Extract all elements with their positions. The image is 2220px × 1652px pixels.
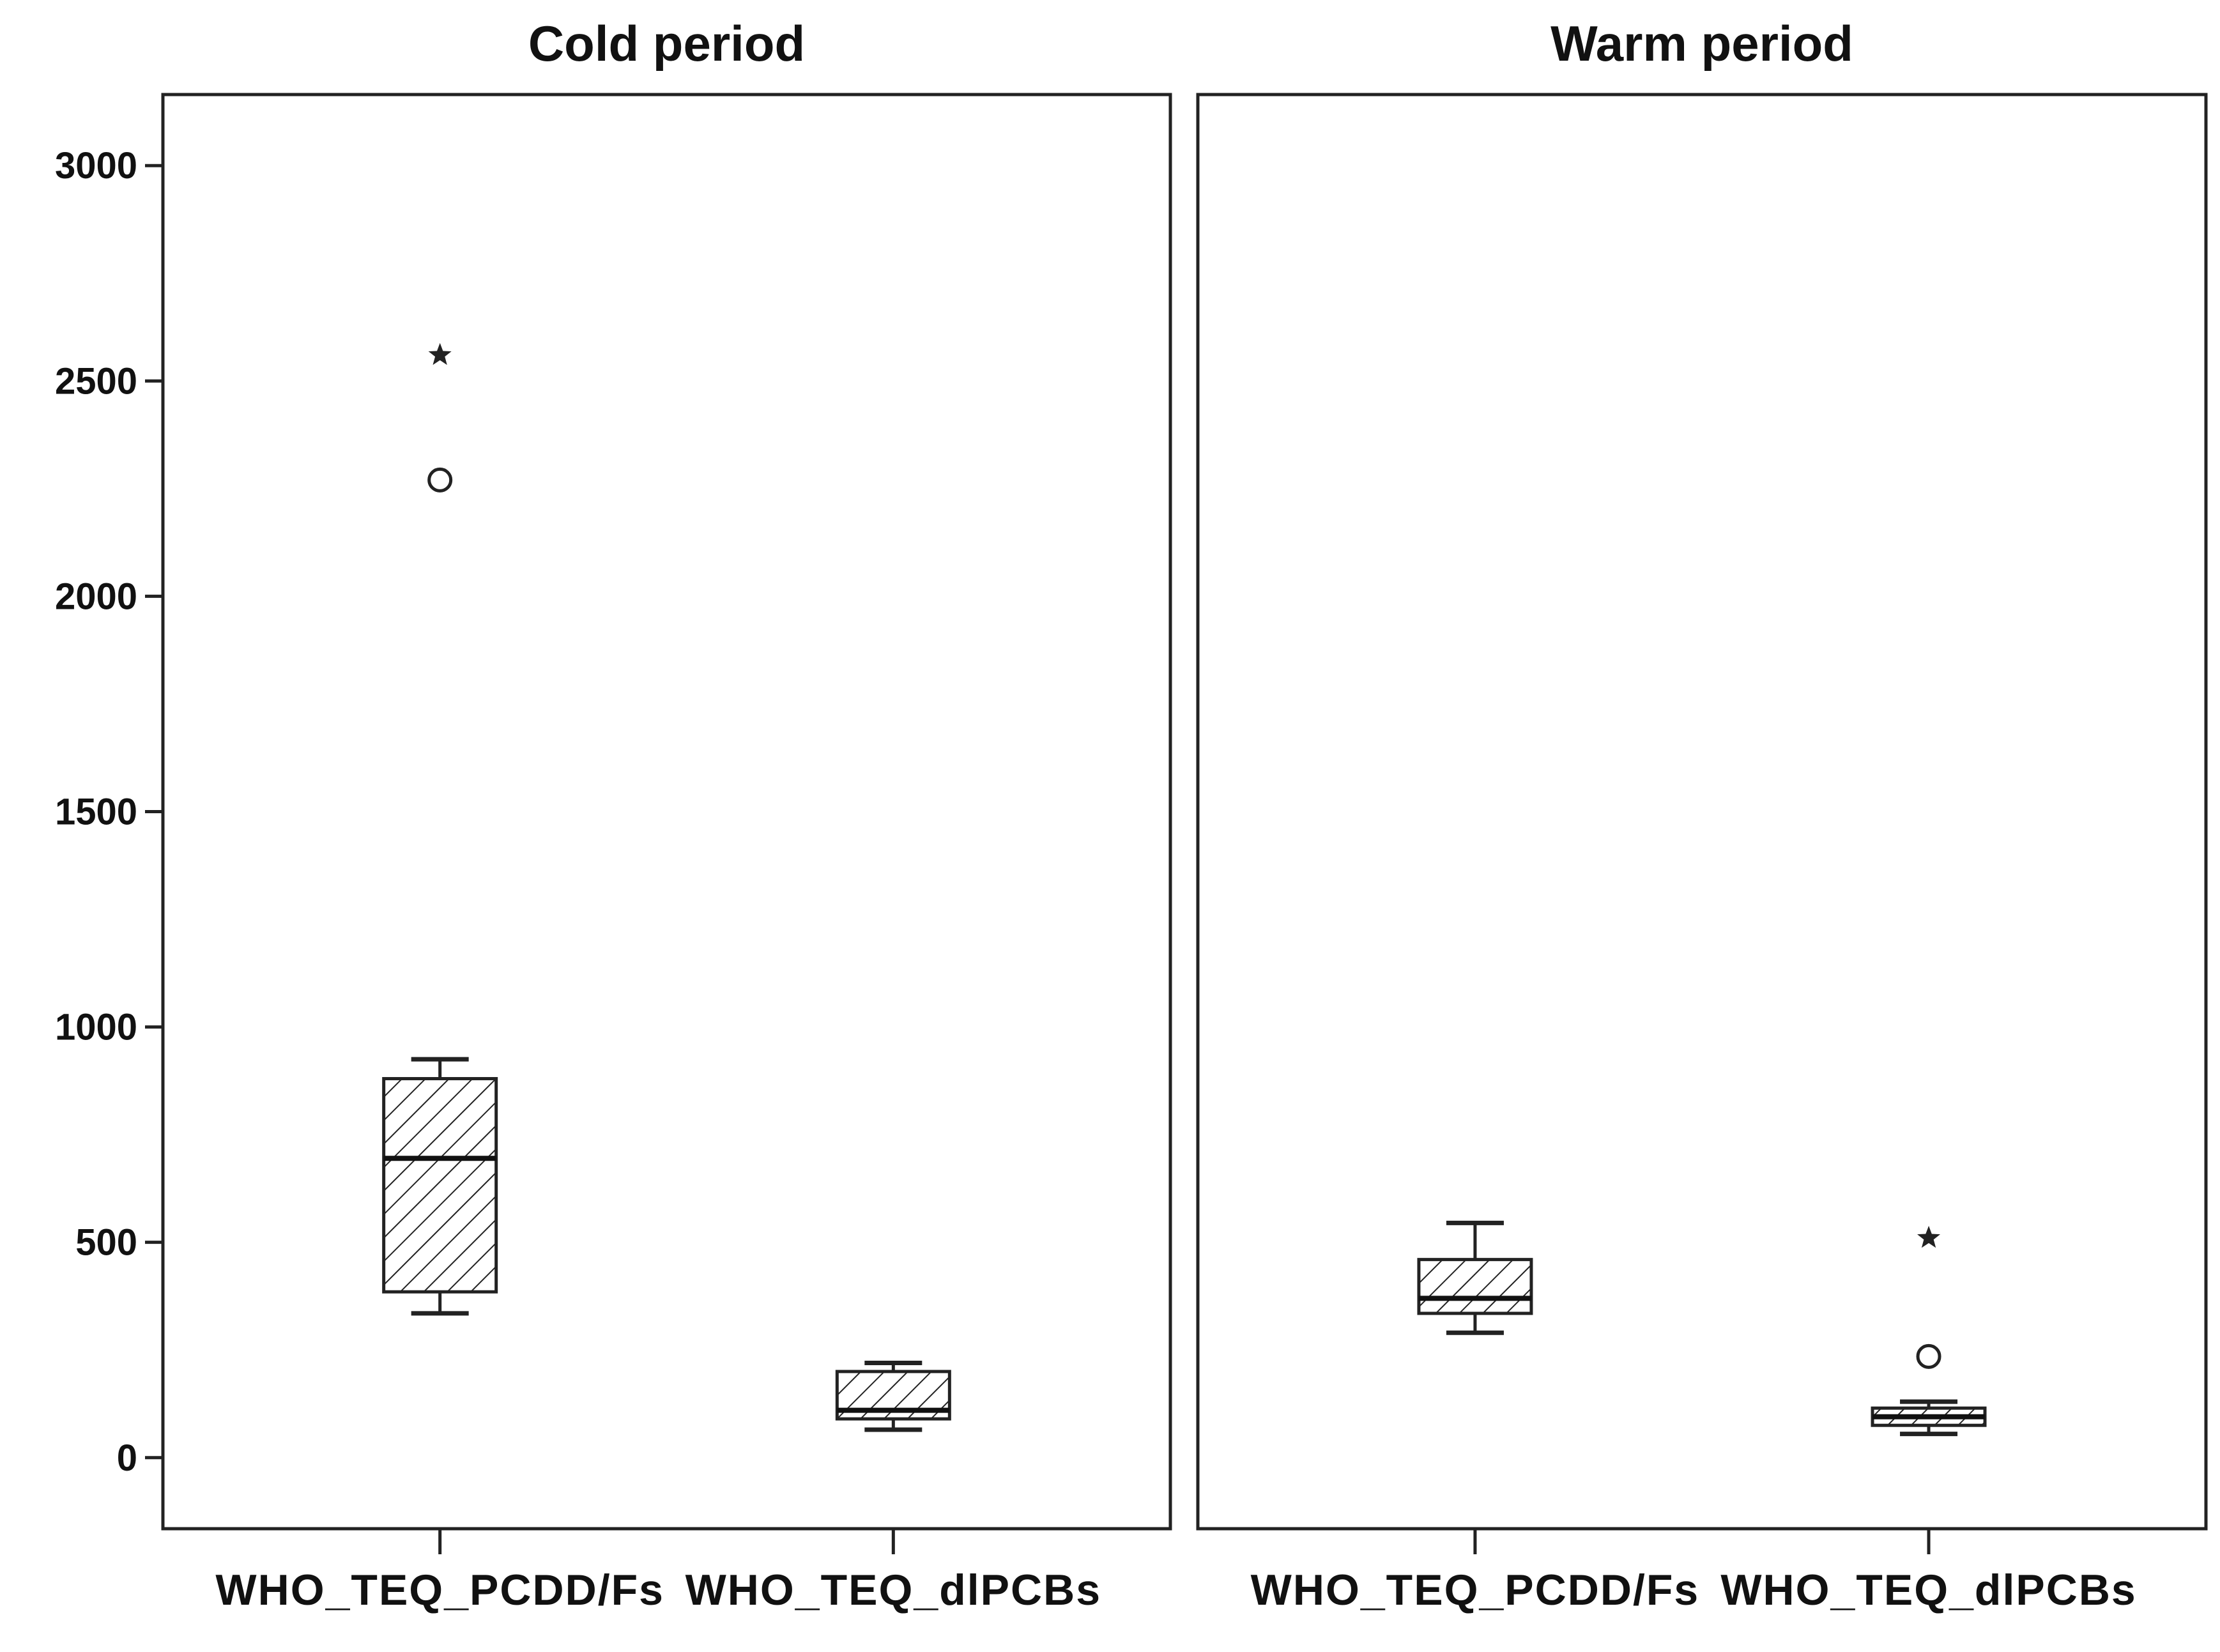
y-tick-label: 500: [75, 1222, 137, 1264]
y-tick-label: 2000: [55, 576, 137, 617]
panel-frame: [1196, 93, 2208, 1531]
outlier-star: [1917, 1225, 1941, 1248]
panel-frame: [161, 93, 1172, 1531]
y-tick-label: 2500: [55, 360, 137, 402]
box-iqr: [1417, 1258, 1533, 1315]
y-axis: [145, 164, 1931, 1554]
x-tick-label: WHO_TEQ_PCDD/Fs: [1251, 1566, 1700, 1614]
panel-title: Warm period: [1550, 15, 1853, 72]
y-tick-label: 3000: [55, 145, 137, 187]
outlier-star: [428, 342, 452, 365]
x-tick-label: WHO_TEQ_dlPCBs: [685, 1566, 1101, 1614]
box-layer: [382, 342, 1987, 1437]
box-1-1: [1871, 1225, 1987, 1437]
panel-title: Cold period: [528, 15, 805, 72]
text-layer: 0 500 1000 1500 2000 2500 3000 Cold period WHO_T…: [55, 15, 2136, 1614]
box-0-0: [382, 342, 498, 1316]
panel-frames: [161, 93, 2208, 1531]
y-tick-label: 1000: [55, 1007, 137, 1048]
y-tick-label: 1500: [55, 792, 137, 833]
x-tick-label: WHO_TEQ_PCDD/Fs: [215, 1566, 664, 1614]
box-1-0: [1417, 1220, 1533, 1335]
outlier-circle: [1916, 1343, 1941, 1369]
y-tick-label: 0: [117, 1437, 137, 1479]
box-iqr: [382, 1076, 498, 1294]
x-tick-label: WHO_TEQ_dlPCBs: [1720, 1566, 2136, 1614]
outlier-circle: [427, 467, 453, 493]
box-0-1: [835, 1360, 951, 1432]
